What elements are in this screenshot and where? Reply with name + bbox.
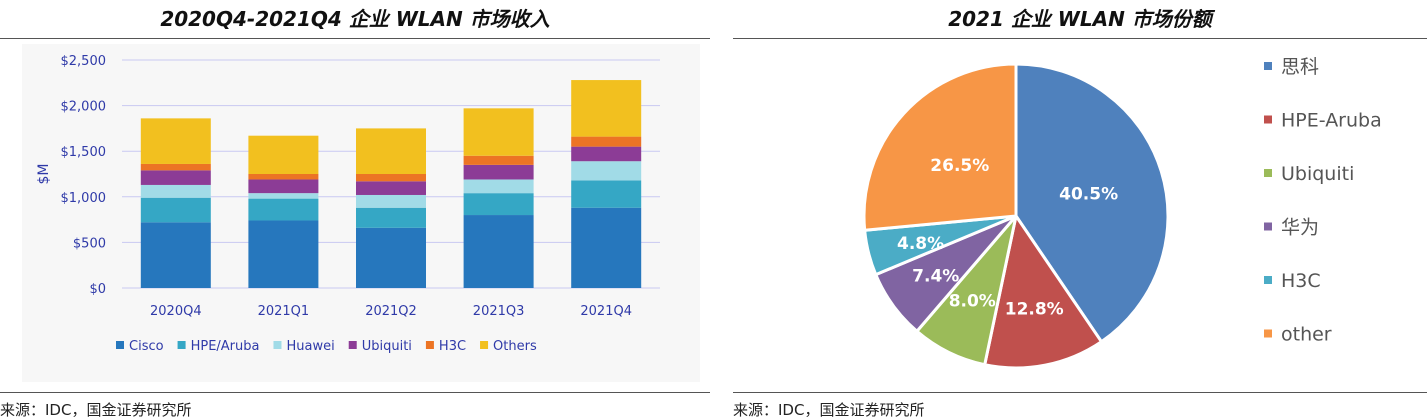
bar-segment-huawei (356, 194, 426, 208)
legend-swatch (177, 341, 186, 349)
bar-segment-others (140, 118, 211, 164)
share-chart-title: 2021 企业 WLAN 市场份额 (948, 7, 1212, 31)
bar-segment-cisco (571, 207, 642, 288)
y-tick-label: $500 (73, 236, 106, 251)
bar-segment-others (463, 108, 534, 156)
bar-segment-hpe-aruba (356, 207, 426, 228)
legend-swatch (273, 341, 282, 349)
bar-segment-hpe-aruba (463, 193, 534, 216)
bar-segment-ubiquiti (463, 164, 534, 180)
bar-segment-ubiquiti (571, 146, 642, 162)
bar-segment-hpe-aruba (248, 198, 319, 221)
bar-segment-h3c (140, 163, 211, 171)
bar-segment-h3c (463, 155, 534, 165)
x-tick-label: 2021Q1 (258, 304, 310, 319)
bar-segment-h3c (248, 174, 319, 180)
bar-segment-cisco (463, 215, 534, 288)
pie-data-label: 40.5% (1059, 185, 1118, 205)
y-axis-label: $M (36, 164, 52, 185)
x-tick-label: 2021Q3 (473, 304, 525, 319)
bar-segment-cisco (356, 227, 426, 288)
x-tick-label: 2021Q4 (580, 304, 632, 319)
legend-label: H3C (1281, 270, 1321, 292)
source-note: 来源：IDC，国金证券研究所 (0, 401, 192, 419)
legend-swatch (480, 341, 489, 349)
legend-swatch (116, 341, 124, 349)
bar-segment-others (571, 80, 642, 137)
share-chart-panel: 2021 企业 WLAN 市场份额 40.5% 12.8% 8.0% 7.4% 4.8%… (733, 0, 1427, 420)
pie-data-label: 26.5% (930, 156, 989, 176)
title-divider (733, 38, 1427, 39)
legend-swatch (348, 341, 357, 349)
legend-label: 华为 (1281, 217, 1319, 239)
bar-segment-others (248, 135, 319, 174)
legend-label: Ubiquiti (362, 339, 412, 354)
legend-label: Cisco (129, 339, 164, 354)
bar-segment-ubiquiti (248, 179, 319, 194)
legend-swatch (1264, 222, 1272, 231)
legend-swatch (1264, 329, 1272, 338)
bar-segment-hpe-aruba (571, 180, 642, 208)
legend-label: Huawei (286, 339, 334, 354)
stacked-bar-chart: $0 $500 $1,000 $1,500 $2,000 $2,500 $M 2020Q4 20… (22, 44, 700, 382)
y-tick-label: $1,000 (61, 191, 107, 206)
bar-segment-h3c (571, 136, 642, 147)
bar-segment-huawei (571, 161, 642, 181)
legend-swatch (1264, 62, 1272, 70)
bar-segment-h3c (356, 174, 426, 182)
y-tick-label: $2,500 (61, 54, 107, 69)
bar-segment-cisco (248, 220, 319, 288)
pie-chart: 40.5% 12.8% 8.0% 7.4% 4.8% 26.5% 思科 HPE-Aruba Ub… (862, 56, 1382, 370)
bar-segment-cisco (140, 222, 211, 288)
legend-swatch (1264, 169, 1272, 177)
legend-label: other (1281, 324, 1332, 346)
bar-segment-ubiquiti (140, 170, 211, 185)
legend-label: Others (493, 339, 537, 354)
x-tick-label: 2021Q2 (365, 304, 417, 319)
legend-label: HPE-Aruba (1281, 110, 1382, 132)
bar-segment-huawei (248, 193, 319, 199)
revenue-chart-panel: 2020Q4-2021Q4 企业 WLAN 市场收入 $0 $500 $1,000 $… (0, 0, 710, 420)
pie-slice-思科 (1014, 62, 1170, 344)
legend-label: 思科 (1281, 56, 1319, 78)
bar-segment-others (356, 128, 426, 174)
title-divider (0, 38, 710, 39)
bar-segment-huawei (463, 179, 534, 194)
x-tick-label: 2020Q4 (150, 304, 202, 319)
legend-swatch (1264, 276, 1272, 284)
pie-data-label: 12.8% (1005, 299, 1064, 319)
pie-slice-hpe-aruba (982, 212, 1104, 370)
y-tick-label: $2,000 (61, 100, 107, 115)
source-note: 来源：IDC，国金证券研究所 (733, 401, 925, 419)
y-tick-label: $0 (89, 282, 106, 297)
y-tick-label: $1,500 (61, 145, 107, 160)
bar-segment-ubiquiti (356, 181, 426, 195)
legend-swatch (425, 341, 434, 349)
legend-label: H3C (439, 339, 466, 354)
pie-data-label: 4.8% (897, 234, 944, 254)
bar-segment-huawei (140, 184, 211, 198)
legend-label: HPE/Aruba (191, 339, 260, 354)
legend-label: Ubiquiti (1281, 163, 1354, 185)
pie-data-label: 8.0% (949, 291, 996, 311)
legend-swatch (1264, 115, 1272, 124)
bar-segment-hpe-aruba (140, 197, 211, 223)
revenue-chart-title: 2020Q4-2021Q4 企业 WLAN 市场收入 (160, 7, 550, 31)
pie-data-label: 7.4% (912, 266, 959, 286)
source-divider (733, 392, 1427, 393)
source-divider (0, 392, 710, 393)
pie-slice-other (862, 62, 1018, 232)
